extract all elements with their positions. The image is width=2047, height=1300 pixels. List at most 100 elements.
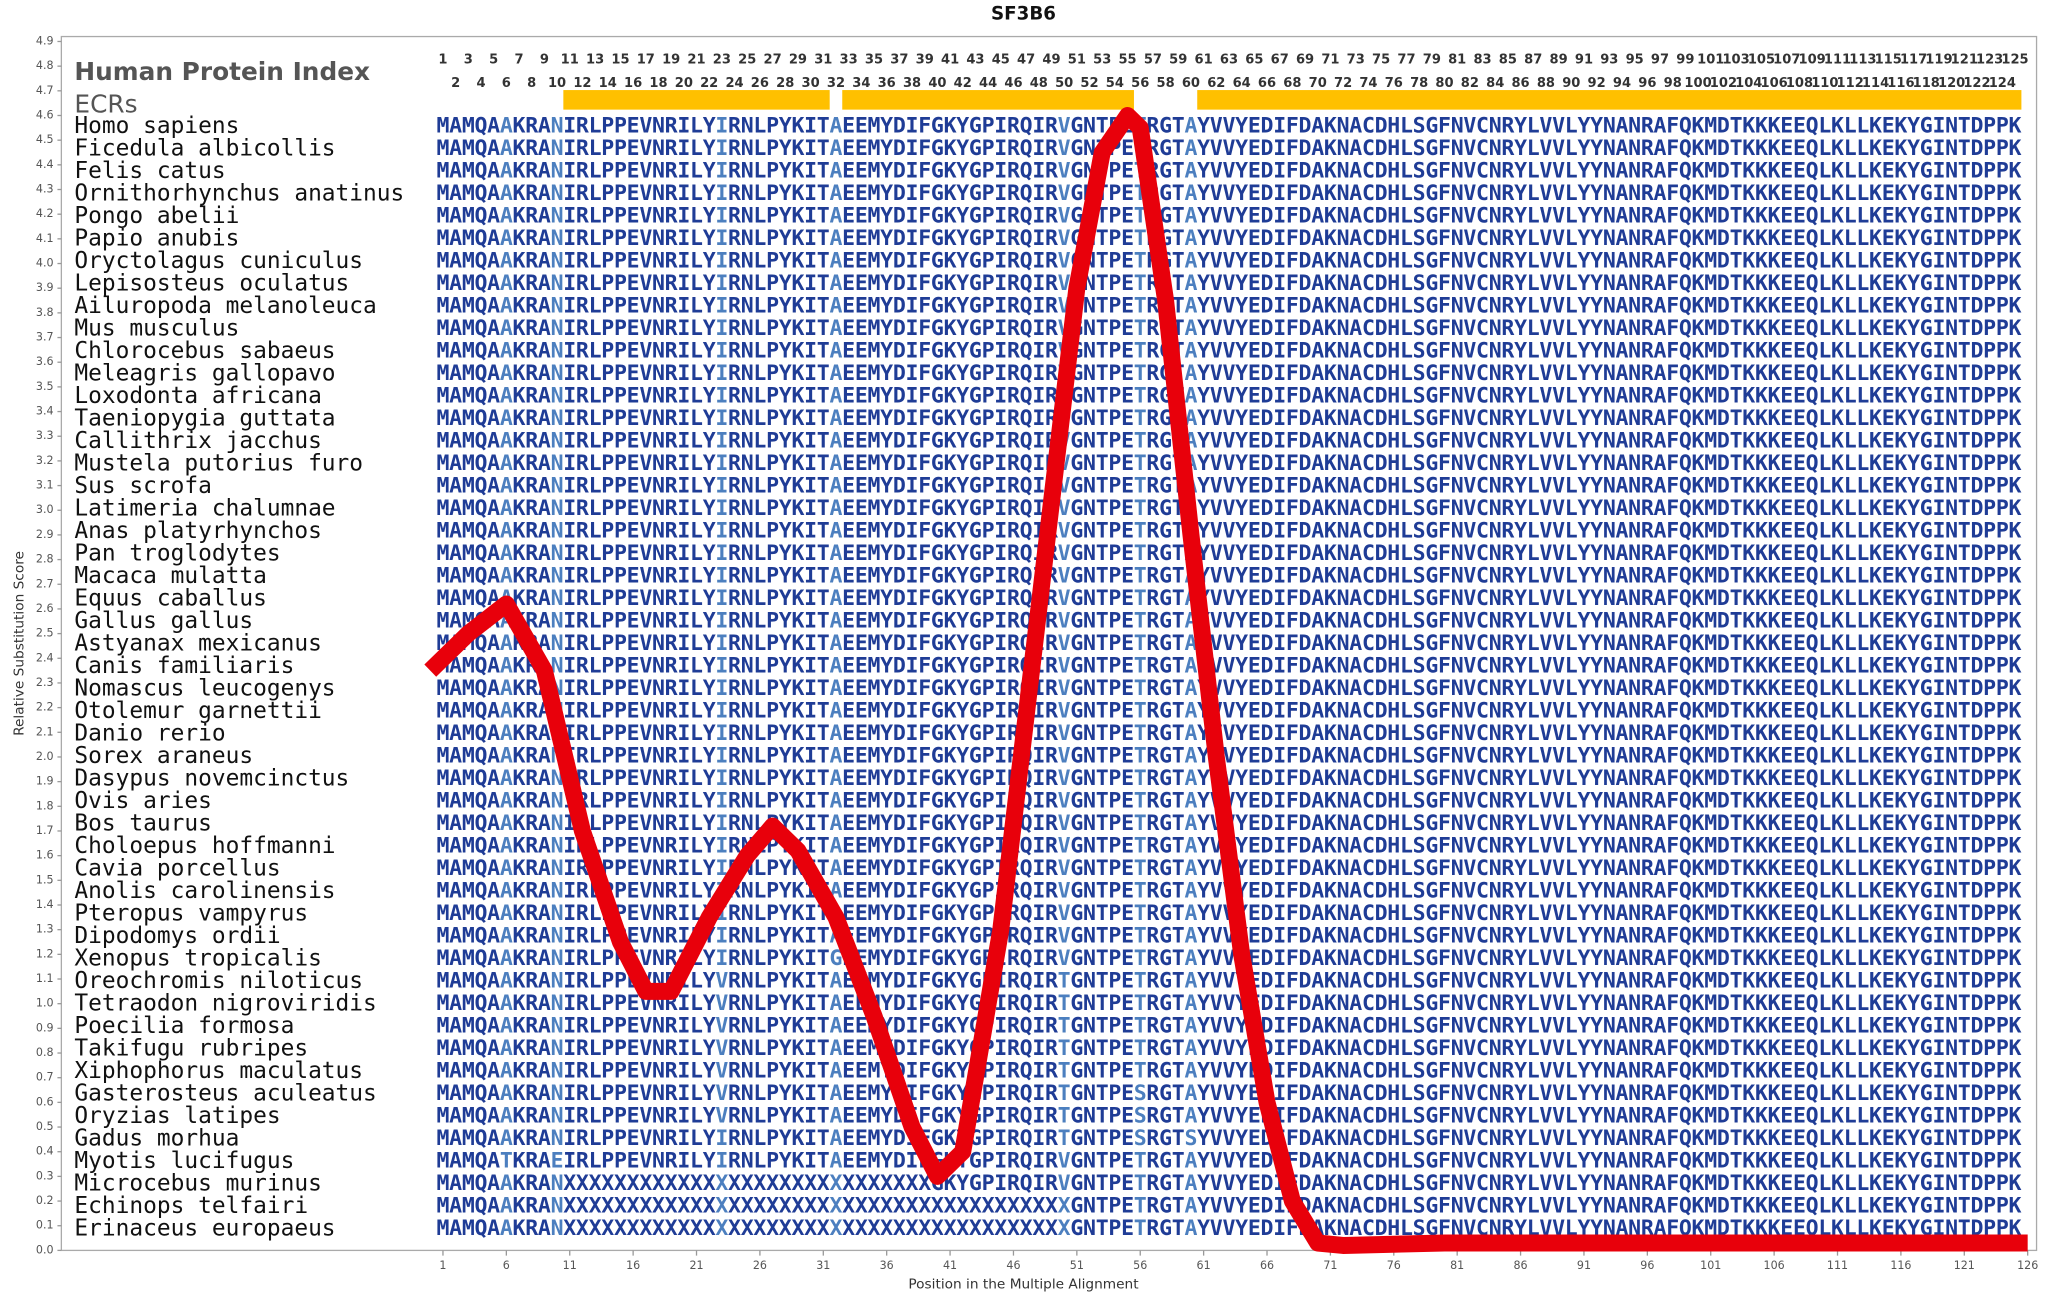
residue: M — [1704, 609, 1717, 634]
x-tick-label: 126 — [2017, 1259, 2038, 1272]
residue: M — [436, 136, 449, 161]
residue: G — [931, 384, 944, 409]
residue: Q — [1679, 699, 1692, 724]
residue: I — [906, 429, 919, 454]
residue: I — [563, 271, 576, 296]
residue: Y — [779, 429, 792, 454]
residue: D — [1717, 586, 1730, 611]
column-number: 50 — [1055, 76, 1073, 91]
residue: R — [1045, 159, 1058, 184]
residue: R — [1146, 586, 1159, 611]
ecr-bar — [563, 90, 830, 110]
residue: K — [2009, 519, 2022, 544]
residue: F — [1286, 676, 1299, 701]
column-number: 84 — [1486, 76, 1504, 91]
residue: R — [1501, 136, 1514, 161]
residue: M — [436, 361, 449, 386]
residue: R — [576, 654, 589, 679]
residue: R — [1641, 316, 1654, 341]
residue: Y — [703, 226, 716, 251]
residue: C — [1476, 789, 1489, 814]
residue: P — [1996, 496, 2009, 521]
residue: A — [829, 631, 842, 656]
residue: Q — [1806, 834, 1819, 859]
residue: I — [1032, 856, 1045, 881]
residue: K — [1324, 429, 1337, 454]
residue: E — [1882, 496, 1895, 521]
residue: R — [1501, 811, 1514, 836]
residue: M — [436, 519, 449, 544]
residue: G — [1159, 789, 1172, 814]
residue: M — [868, 631, 881, 656]
residue: K — [791, 249, 804, 274]
residue: H — [1387, 879, 1400, 904]
residue: F — [918, 451, 931, 476]
residue: G — [1920, 384, 1933, 409]
residue: N — [1337, 451, 1350, 476]
residue: C — [1476, 226, 1489, 251]
residue: F — [918, 654, 931, 679]
residue: L — [1818, 339, 1831, 364]
residue: N — [741, 474, 754, 499]
residue: K — [944, 181, 957, 206]
residue: L — [753, 699, 766, 724]
residue: D — [1261, 474, 1274, 499]
y-tick-label: 1.6 — [36, 849, 54, 862]
residue: G — [1920, 429, 1933, 454]
residue: Q — [1806, 676, 1819, 701]
residue: K — [1869, 609, 1882, 634]
residue: I — [677, 361, 690, 386]
residue: P — [1108, 856, 1121, 881]
residue: A — [538, 586, 551, 611]
residue: L — [589, 429, 602, 454]
residue: A — [487, 744, 500, 769]
residue: K — [1755, 519, 1768, 544]
residue: D — [1970, 744, 1983, 769]
residue: P — [1996, 316, 2009, 341]
residue: D — [1261, 226, 1274, 251]
residue: H — [1387, 609, 1400, 634]
residue: A — [1311, 676, 1324, 701]
residue: G — [1070, 519, 1083, 544]
residue: D — [1970, 654, 1983, 679]
residue: A — [487, 181, 500, 206]
residue: L — [589, 496, 602, 521]
residue: K — [1768, 159, 1781, 184]
residue: E — [1793, 586, 1806, 611]
residue: K — [1894, 811, 1907, 836]
residue: E — [1780, 339, 1793, 364]
residue: E — [1248, 699, 1261, 724]
residue: E — [1121, 654, 1134, 679]
residue: C — [1362, 744, 1375, 769]
residue: T — [1134, 834, 1147, 859]
residue: I — [715, 744, 728, 769]
residue: E — [1780, 744, 1793, 769]
residue: K — [1831, 181, 1844, 206]
y-tick-label: 3.5 — [36, 380, 54, 393]
residue: R — [728, 901, 741, 926]
residue: L — [1527, 901, 1540, 926]
residue: D — [1299, 226, 1312, 251]
residue: V — [1552, 789, 1565, 814]
residue: R — [525, 361, 538, 386]
residue: N — [1451, 519, 1464, 544]
residue: A — [449, 474, 462, 499]
residue: A — [1654, 451, 1667, 476]
residue: L — [753, 226, 766, 251]
residue: L — [1527, 631, 1540, 656]
residue: P — [982, 451, 995, 476]
residue: L — [753, 429, 766, 454]
residue: K — [513, 226, 526, 251]
residue: N — [1451, 901, 1464, 926]
residue: L — [690, 271, 703, 296]
residue: Y — [880, 384, 893, 409]
residue: V — [1539, 204, 1552, 229]
residue: Y — [779, 451, 792, 476]
residue: E — [1793, 204, 1806, 229]
residue: M — [1704, 901, 1717, 926]
residue: K — [1869, 901, 1882, 926]
residue: L — [1844, 249, 1857, 274]
residue: I — [563, 114, 576, 139]
residue: R — [665, 699, 678, 724]
residue: Y — [1514, 766, 1527, 791]
